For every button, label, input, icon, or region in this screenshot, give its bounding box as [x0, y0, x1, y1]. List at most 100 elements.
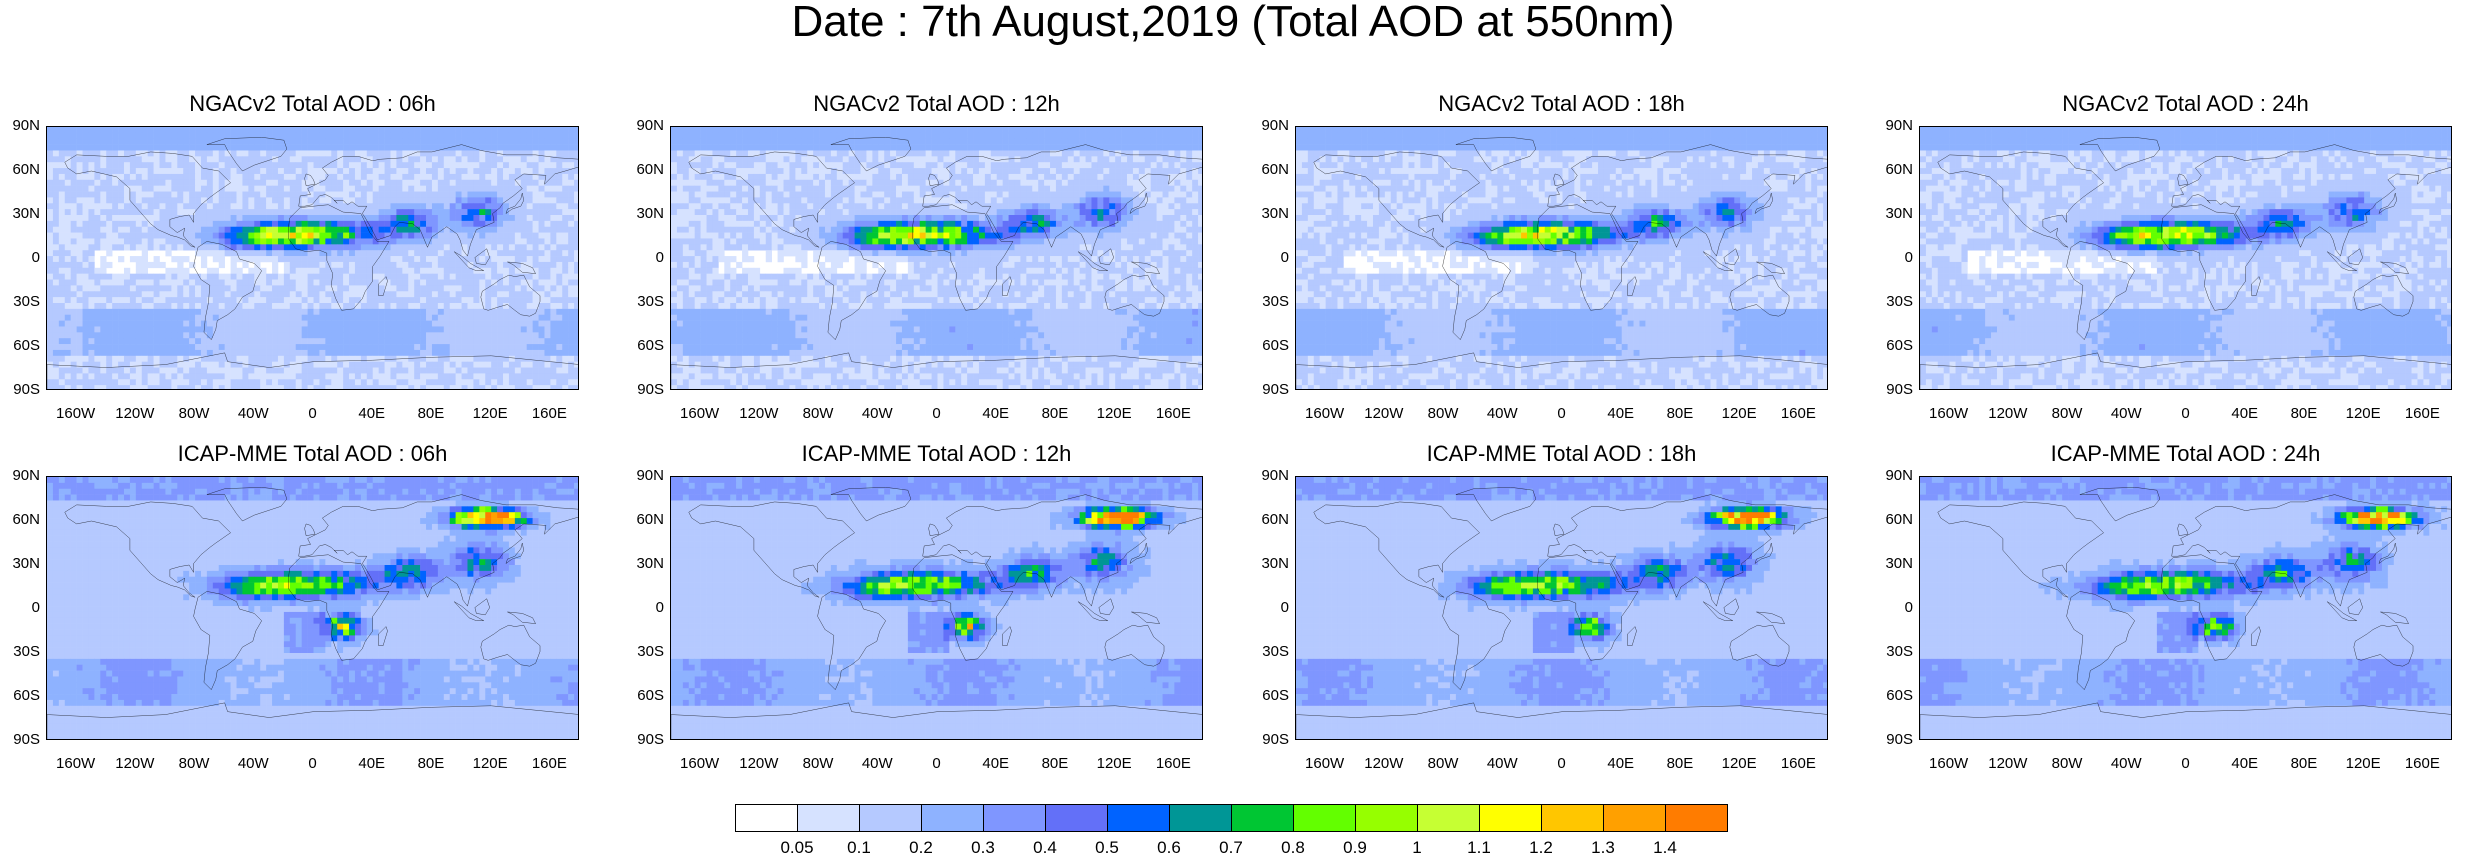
- lon-tick-label: 160E: [519, 406, 579, 422]
- lon-tick-label: 160E: [1768, 406, 1828, 422]
- lon-tick-label: 40E: [966, 756, 1026, 772]
- colorbar-label: 1.3: [1578, 838, 1628, 858]
- colorbar-label: 1.4: [1640, 838, 1690, 858]
- aod-map-ngacv2-06h: [46, 126, 579, 390]
- lat-tick-label: 90N: [1255, 468, 1289, 484]
- lat-tick-label: 60N: [1255, 162, 1289, 178]
- lat-tick-label: 0: [1255, 250, 1289, 266]
- lat-tick-label: 60N: [630, 512, 664, 528]
- panel-title: NGACv2 Total AOD : 12h: [670, 92, 1203, 116]
- lat-tick-label: 30N: [1255, 206, 1289, 222]
- lon-tick-label: 0: [283, 406, 343, 422]
- lat-tick-label: 60S: [6, 338, 40, 354]
- lon-tick-label: 80E: [1025, 406, 1085, 422]
- lon-tick-label: 40W: [847, 406, 907, 422]
- lon-tick-label: 80W: [164, 756, 224, 772]
- lat-tick-label: 60N: [1879, 512, 1913, 528]
- colorbar-label: 0.6: [1144, 838, 1194, 858]
- panel-title: NGACv2 Total AOD : 18h: [1295, 92, 1828, 116]
- lon-tick-label: 160W: [1919, 756, 1979, 772]
- colorbar-swatch: [1293, 804, 1356, 832]
- lon-tick-label: 80E: [2274, 406, 2334, 422]
- lon-tick-label: 40E: [966, 406, 1026, 422]
- lon-tick-label: 80W: [2037, 756, 2097, 772]
- lat-tick-label: 60N: [630, 162, 664, 178]
- lat-tick-label: 30S: [630, 644, 664, 660]
- lon-tick-label: 40E: [1591, 406, 1651, 422]
- colorbar-label: 0.7: [1206, 838, 1256, 858]
- lon-tick-label: 120E: [460, 406, 520, 422]
- aod-map-icap-mme-18h: [1295, 476, 1828, 740]
- lat-tick-label: 0: [630, 250, 664, 266]
- lon-tick-label: 120E: [2333, 756, 2393, 772]
- colorbar-swatch: [983, 804, 1046, 832]
- lat-tick-label: 60N: [6, 162, 40, 178]
- colorbar-swatch: [1665, 804, 1728, 832]
- colorbar-swatch: [1355, 804, 1418, 832]
- lon-tick-label: 0: [1532, 756, 1592, 772]
- lon-tick-label: 160W: [670, 756, 730, 772]
- lat-tick-label: 30N: [1255, 556, 1289, 572]
- lat-tick-label: 90S: [1879, 732, 1913, 748]
- colorbar-swatch: [1417, 804, 1480, 832]
- colorbar-swatch: [735, 804, 798, 832]
- lon-tick-label: 40E: [2215, 756, 2275, 772]
- lon-tick-label: 120E: [1709, 756, 1769, 772]
- lat-tick-label: 90S: [1255, 382, 1289, 398]
- lat-tick-label: 30N: [6, 206, 40, 222]
- colorbar-label: 0.9: [1330, 838, 1380, 858]
- lat-tick-label: 30N: [630, 206, 664, 222]
- lat-tick-label: 90N: [630, 468, 664, 484]
- lat-tick-label: 90S: [1879, 382, 1913, 398]
- lat-tick-label: 90N: [6, 468, 40, 484]
- lon-tick-label: 120E: [460, 756, 520, 772]
- lon-tick-label: 120W: [105, 756, 165, 772]
- lat-tick-label: 90S: [630, 732, 664, 748]
- lat-tick-label: 90S: [1255, 732, 1289, 748]
- lat-tick-label: 90N: [6, 118, 40, 134]
- aod-map-ngacv2-18h: [1295, 126, 1828, 390]
- panel-title: ICAP-MME Total AOD : 18h: [1295, 442, 1828, 466]
- colorbar-swatch: [1107, 804, 1170, 832]
- lat-tick-label: 0: [1879, 600, 1913, 616]
- lon-tick-label: 80E: [1025, 756, 1085, 772]
- colorbar-label: 0.4: [1020, 838, 1070, 858]
- colorbar-swatch: [1231, 804, 1294, 832]
- lon-tick-label: 80E: [401, 756, 461, 772]
- lon-tick-label: 0: [2156, 756, 2216, 772]
- lon-tick-label: 160W: [1295, 406, 1355, 422]
- lon-tick-label: 120W: [105, 406, 165, 422]
- aod-map-icap-mme-12h: [670, 476, 1203, 740]
- lat-tick-label: 0: [6, 600, 40, 616]
- lon-tick-label: 80W: [164, 406, 224, 422]
- lon-tick-label: 120W: [729, 406, 789, 422]
- lon-tick-label: 0: [907, 406, 967, 422]
- lon-tick-label: 120E: [1084, 756, 1144, 772]
- lon-tick-label: 160E: [1143, 406, 1203, 422]
- lon-tick-label: 40E: [1591, 756, 1651, 772]
- lat-tick-label: 30N: [1879, 556, 1913, 572]
- aod-map-ngacv2-12h: [670, 126, 1203, 390]
- lon-tick-label: 40E: [342, 756, 402, 772]
- colorbar-swatch: [1045, 804, 1108, 832]
- colorbar-swatch: [1603, 804, 1666, 832]
- colorbar-swatch: [921, 804, 984, 832]
- lon-tick-label: 120E: [1709, 406, 1769, 422]
- lon-tick-label: 120W: [1978, 406, 2038, 422]
- lon-tick-label: 160E: [1143, 756, 1203, 772]
- lon-tick-label: 80W: [2037, 406, 2097, 422]
- lon-tick-label: 40W: [2096, 756, 2156, 772]
- lat-tick-label: 30N: [1879, 206, 1913, 222]
- lon-tick-label: 120W: [729, 756, 789, 772]
- lon-tick-label: 120E: [1084, 406, 1144, 422]
- lon-tick-label: 160W: [1295, 756, 1355, 772]
- lat-tick-label: 30S: [6, 644, 40, 660]
- lat-tick-label: 90S: [630, 382, 664, 398]
- lon-tick-label: 80W: [1413, 406, 1473, 422]
- lon-tick-label: 120E: [2333, 406, 2393, 422]
- lat-tick-label: 30S: [630, 294, 664, 310]
- lon-tick-label: 40W: [223, 406, 283, 422]
- lat-tick-label: 60S: [630, 688, 664, 704]
- colorbar-label: 1.1: [1454, 838, 1504, 858]
- panel-title: ICAP-MME Total AOD : 24h: [1919, 442, 2452, 466]
